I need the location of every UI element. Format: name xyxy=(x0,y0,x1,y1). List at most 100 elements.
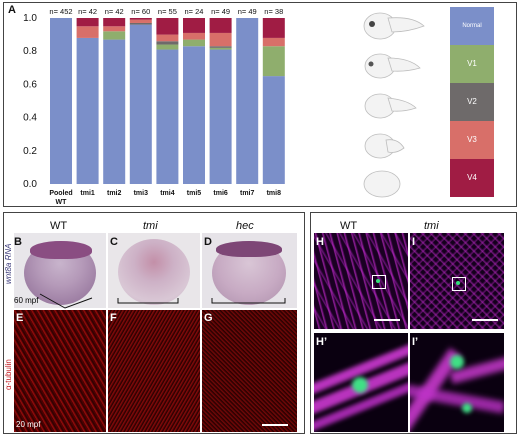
legend-v1: V1 xyxy=(450,45,494,83)
panel-letter-e: E xyxy=(16,312,24,324)
bar-segment xyxy=(183,39,205,47)
category-label: tmi2 xyxy=(107,190,122,197)
panel-letter-d: D xyxy=(204,236,212,248)
panel-letter-f: F xyxy=(110,312,117,324)
bar-segment xyxy=(76,26,99,38)
bar-segment xyxy=(183,18,205,33)
bar-segment xyxy=(129,22,152,25)
title-tmi: tmi xyxy=(143,220,158,232)
bar-segment xyxy=(76,18,99,27)
legend-column: Normal V1 V2 V3 V4 xyxy=(450,7,494,197)
category-label: tmi7 xyxy=(240,190,255,197)
embryo-v1-icon xyxy=(364,53,421,79)
bar-segment xyxy=(156,44,179,50)
bar-segment xyxy=(262,76,285,184)
panel-letter-i-prime: I’ xyxy=(412,336,419,348)
photo-i-prime-zoom xyxy=(410,333,504,432)
category-label: tmi4 xyxy=(160,190,175,197)
bar-segment xyxy=(129,24,152,184)
bar-segment xyxy=(262,18,285,38)
bar-segment xyxy=(156,34,179,42)
bar-n-label: n= 55 xyxy=(158,7,177,16)
bar-segment xyxy=(156,49,179,184)
panel-bg-frame xyxy=(3,212,305,434)
mpf60-label: 60 mpf xyxy=(14,296,39,305)
bar-n-label: n= 24 xyxy=(185,7,204,16)
photo-i-tmi-tubulin-rna xyxy=(410,233,504,329)
bar-segment xyxy=(156,41,179,45)
bar-n-label: n= 49 xyxy=(238,7,257,16)
panel-letter-c: C xyxy=(110,236,118,248)
bar-segment xyxy=(129,18,152,20)
photo-h-wt-tubulin-rna xyxy=(314,233,408,329)
title-wt: WT xyxy=(50,220,68,232)
bar-segment xyxy=(236,18,259,184)
bar-n-label: n= 60 xyxy=(131,7,150,16)
embryo-v2-icon xyxy=(364,93,417,119)
panel-letter-i: I xyxy=(412,236,416,248)
bar-segment xyxy=(103,31,126,40)
panel-letter-g: G xyxy=(204,312,213,324)
ytick-label: 1.0 xyxy=(23,13,37,24)
photo-e-tubulin xyxy=(14,310,106,432)
bar-segment xyxy=(183,32,205,40)
bar-segment xyxy=(262,37,285,47)
panel-letter-h-prime: H’ xyxy=(316,336,327,348)
category-label: tmi1 xyxy=(80,190,95,197)
category-label: Pooled WT xyxy=(49,190,72,206)
photo-f-tubulin xyxy=(108,310,200,432)
bar-segment xyxy=(50,18,72,184)
panel-a-frame xyxy=(3,2,517,207)
legend-v3: V3 xyxy=(450,121,494,159)
photo-d-hec-embryo xyxy=(202,233,297,308)
category-label: tmi3 xyxy=(134,190,149,197)
bar-n-label: n= 49 xyxy=(211,7,230,16)
bar-segment xyxy=(262,46,285,77)
category-label: tmi5 xyxy=(187,190,202,197)
title-hec: hec xyxy=(236,220,254,232)
ytick-label: 0.6 xyxy=(23,79,37,90)
embryo-normal-icon xyxy=(363,12,425,40)
bar-segment xyxy=(209,49,232,184)
bar-n-label: n= 452 xyxy=(49,7,72,16)
photo-b-wt-embryo xyxy=(14,233,106,308)
bar-segment xyxy=(209,46,232,48)
bar-segment xyxy=(103,18,126,27)
scale-bar-g xyxy=(262,424,288,426)
stacked-bar-chart: 0.0 0.2 0.4 0.6 0.8 1.0 n= 452 Pooled WT n= 42 tmi… xyxy=(23,7,285,206)
ytick-label: 0.0 xyxy=(23,179,37,190)
ytick-label: 0.2 xyxy=(23,146,37,157)
title-right-tmi: tmi xyxy=(424,220,439,232)
embryo-v4-icon xyxy=(363,170,401,198)
bar-segment xyxy=(76,37,99,184)
title-right-wt: WT xyxy=(340,220,358,232)
bracket-markers xyxy=(39,293,286,309)
mpf20-label: 20 mpf xyxy=(16,420,41,429)
bar-segment xyxy=(209,18,232,33)
bar-n-label: n= 42 xyxy=(78,7,97,16)
bar-segment xyxy=(209,32,232,47)
legend-normal: Normal xyxy=(450,7,494,45)
panel-hi-frame xyxy=(310,212,517,434)
bar-segment xyxy=(183,46,205,184)
bar-n-label: n= 42 xyxy=(105,7,124,16)
legend-v2: V2 xyxy=(450,83,494,121)
panel-letter-b: B xyxy=(14,236,22,248)
bar-segment xyxy=(209,47,232,50)
ytick-label: 0.4 xyxy=(23,113,37,124)
bar-segment xyxy=(129,19,152,23)
bar-segment xyxy=(103,39,126,184)
category-label: tmi8 xyxy=(267,190,282,197)
embryo-v3-icon xyxy=(364,133,405,159)
legend-v4: V4 xyxy=(450,159,494,197)
photo-h-prime-zoom xyxy=(314,333,408,432)
photo-c-tmi-embryo xyxy=(108,233,200,308)
bar-segment xyxy=(156,18,179,35)
ytick-label: 0.8 xyxy=(23,46,37,57)
bar-n-label: n= 38 xyxy=(264,7,283,16)
label-wnt8a-rna: wnt8a RNA xyxy=(4,243,13,284)
photo-g-tubulin xyxy=(202,310,297,432)
category-label: tmi6 xyxy=(213,190,228,197)
label-alpha-tubulin: α-tubulin xyxy=(4,359,13,390)
embryo-class-illustrations xyxy=(363,12,425,198)
